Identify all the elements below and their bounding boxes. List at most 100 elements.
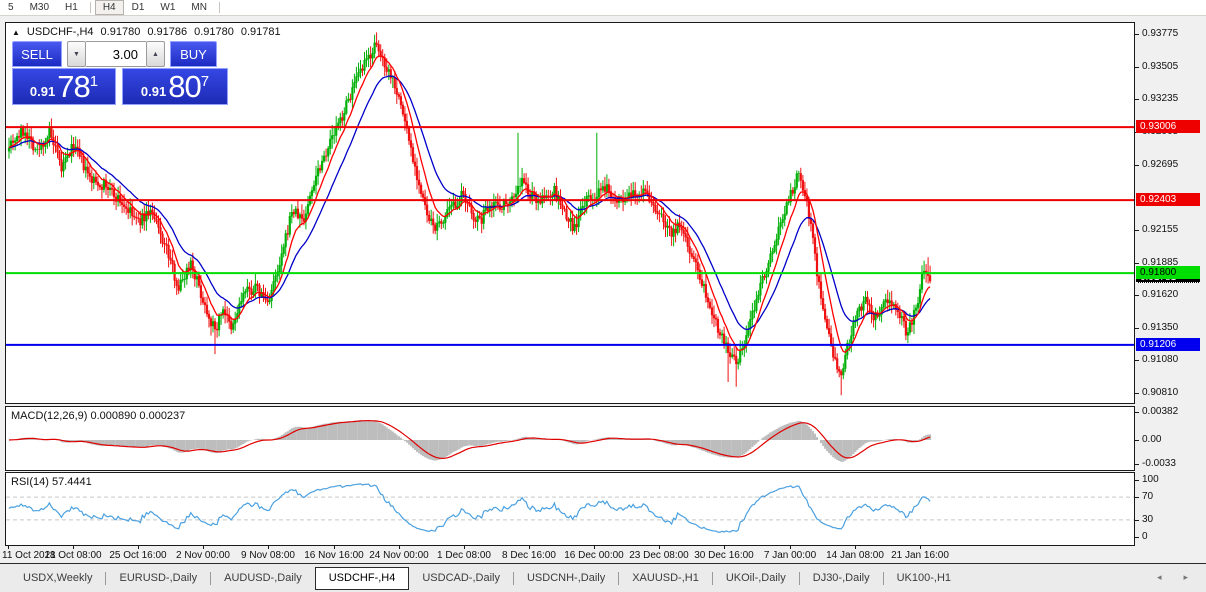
price-tick-label: 0.92155 bbox=[1142, 224, 1179, 235]
axis-tick-mark bbox=[1135, 464, 1139, 465]
price-tick-label: 0.93235 bbox=[1142, 93, 1179, 104]
price-tick-label: 0 bbox=[1142, 531, 1148, 542]
axis-tick-mark bbox=[1135, 537, 1139, 538]
axis-tick-mark bbox=[1135, 440, 1139, 441]
macd-label: MACD(12,26,9) 0.000890 0.000237 bbox=[11, 410, 186, 422]
price-tick-label: 0.91350 bbox=[1142, 322, 1179, 333]
tab-separator bbox=[882, 571, 884, 585]
buy-price-display[interactable]: 0.91 80 7 bbox=[122, 68, 228, 105]
time-tick-label: 16 Nov 16:00 bbox=[304, 550, 364, 561]
chart-tab-ukoil-daily[interactable]: UKOil-,Daily bbox=[725, 572, 786, 584]
timeframe-button-5[interactable]: 5 bbox=[8, 2, 14, 13]
chart-tab-eurusd-daily[interactable]: EURUSD-,Daily bbox=[119, 572, 198, 584]
buy-price-pip-digit: 7 bbox=[200, 73, 210, 90]
time-tick-mark bbox=[268, 546, 269, 549]
volume-input[interactable] bbox=[86, 41, 146, 67]
axis-tick-mark bbox=[1135, 99, 1139, 100]
level-price-badge-0.91800: 0.91800 bbox=[1136, 266, 1200, 279]
time-tick-label: 8 Dec 16:00 bbox=[502, 550, 556, 561]
chart-tab-xauusd-h1[interactable]: XAUUSD-,H1 bbox=[632, 572, 699, 584]
price-tick-label: 0.90810 bbox=[1142, 387, 1179, 398]
fast-moving-average-line bbox=[8, 55, 931, 353]
axis-tick-mark bbox=[1135, 480, 1139, 481]
sell-price-pip-digit: 1 bbox=[89, 73, 99, 90]
timeframe-button-h4[interactable]: H4 bbox=[94, 0, 124, 15]
time-tick-label: 30 Dec 16:00 bbox=[694, 550, 754, 561]
price-tick-label: 0.91620 bbox=[1142, 289, 1179, 300]
time-tick-label: 25 Oct 16:00 bbox=[109, 550, 167, 561]
time-tick-label: 2 Nov 00:00 bbox=[176, 550, 230, 561]
price-chart-canvas bbox=[6, 32, 1134, 396]
axis-tick-mark bbox=[1135, 230, 1139, 231]
time-tick-mark bbox=[138, 546, 139, 549]
time-tick-mark bbox=[464, 546, 465, 549]
timeframe-button-h1[interactable]: H1 bbox=[65, 2, 78, 13]
chart-tab-usdcad-daily[interactable]: USDCAD-,Daily bbox=[422, 572, 500, 584]
time-tick-mark bbox=[790, 546, 791, 549]
axis-tick-mark bbox=[1135, 165, 1139, 166]
time-tick-mark bbox=[399, 546, 400, 549]
tab-scroll-right-icon[interactable]: ▸ bbox=[1183, 572, 1188, 582]
axis-tick-mark bbox=[1135, 328, 1139, 329]
one-click-trading-panel: SELL ▼ ▲ BUY 0.91 78 1 0.91 80 7 bbox=[12, 41, 228, 105]
time-axis: 11 Oct 2021 18 Oct 08:00 25 Oct 16:00 2 Nov… bbox=[0, 546, 1135, 563]
rsi-indicator-window: RSI(14) 57.4441 bbox=[5, 472, 1135, 546]
price-tick-label: 70 bbox=[1142, 491, 1154, 502]
tab-separator bbox=[512, 571, 514, 585]
volume-increase-button[interactable]: ▲ bbox=[146, 41, 165, 67]
tab-separator bbox=[105, 571, 107, 585]
volume-decrease-button[interactable]: ▼ bbox=[67, 41, 86, 67]
chart-tab-dj30-daily[interactable]: DJ30-,Daily bbox=[812, 572, 870, 584]
timeframe-button-mn[interactable]: MN bbox=[191, 2, 207, 13]
sell-price-display[interactable]: 0.91 78 1 bbox=[12, 68, 116, 105]
time-tick-label: 23 Dec 08:00 bbox=[629, 550, 689, 561]
chart-tab-usdx-weekly[interactable]: USDX,Weekly bbox=[23, 572, 93, 584]
sell-button[interactable]: SELL bbox=[12, 41, 62, 67]
timeframe-button-w1[interactable]: W1 bbox=[160, 2, 176, 13]
axis-tick-mark bbox=[1135, 412, 1139, 413]
time-tick-label: 16 Dec 00:00 bbox=[564, 550, 624, 561]
time-tick-mark bbox=[73, 546, 74, 549]
rsi-line bbox=[8, 483, 931, 533]
tab-scroll-left-icon[interactable]: ◂ bbox=[1156, 572, 1162, 582]
rsi-canvas bbox=[6, 483, 1134, 533]
buy-price-prefix: 0.91 bbox=[140, 84, 167, 99]
time-tick-mark bbox=[8, 546, 9, 549]
timeframe-button-d1[interactable]: D1 bbox=[131, 2, 145, 13]
time-tick-label: 11 Oct 2021 bbox=[2, 550, 56, 561]
time-tick-mark bbox=[920, 546, 921, 549]
tab-separator bbox=[711, 571, 713, 585]
time-tick-mark bbox=[203, 546, 204, 549]
macd-indicator-window: MACD(12,26,9) 0.000890 0.000237 bbox=[5, 406, 1135, 471]
sell-price-prefix: 0.91 bbox=[29, 84, 56, 99]
price-tick-label: 0.91885 bbox=[1142, 257, 1179, 268]
time-tick-label: 7 Jan 00:00 bbox=[763, 550, 817, 561]
chart-tab-uk100-h1[interactable]: UK100-,H1 bbox=[896, 572, 952, 584]
axis-tick-mark bbox=[1135, 520, 1139, 521]
price-tick-label: 0.93775 bbox=[1142, 28, 1179, 39]
chart-tab-usdchf-h4[interactable]: USDCHF-,H4 bbox=[314, 566, 410, 590]
time-tick-label: 21 Jan 16:00 bbox=[891, 550, 949, 561]
axis-tick-mark bbox=[1135, 263, 1139, 264]
axis-tick-mark bbox=[1135, 295, 1139, 296]
ohlc-high-value: 0.91786 bbox=[147, 26, 188, 38]
price-tick-label: 0.00 bbox=[1142, 434, 1162, 445]
time-tick-mark bbox=[659, 546, 660, 549]
collapse-panel-icon[interactable]: ▲ bbox=[12, 27, 20, 37]
price-axis: 0.937750.935050.932350.929650.926950.921… bbox=[1135, 0, 1206, 563]
time-tick-mark bbox=[855, 546, 856, 549]
tab-separator bbox=[798, 571, 800, 585]
macd-canvas bbox=[8, 419, 932, 462]
chart-tab-usdcnh-daily[interactable]: USDCNH-,Daily bbox=[526, 572, 606, 584]
price-tick-label: 0.93505 bbox=[1142, 61, 1179, 72]
chart-symbol-label: USDCHF-,H4 bbox=[26, 26, 94, 38]
timeframe-button-m30[interactable]: M30 bbox=[29, 2, 50, 13]
rsi-label: RSI(14) 57.4441 bbox=[11, 476, 92, 488]
time-tick-label: 18 Oct 08:00 bbox=[44, 550, 102, 561]
slow-moving-average-line bbox=[8, 75, 931, 331]
buy-button[interactable]: BUY bbox=[170, 41, 217, 67]
price-tick-label: 0.91080 bbox=[1142, 354, 1179, 365]
chart-tab-audusd-daily[interactable]: AUDUSD-,Daily bbox=[224, 572, 302, 584]
price-tick-label: 30 bbox=[1142, 514, 1154, 525]
